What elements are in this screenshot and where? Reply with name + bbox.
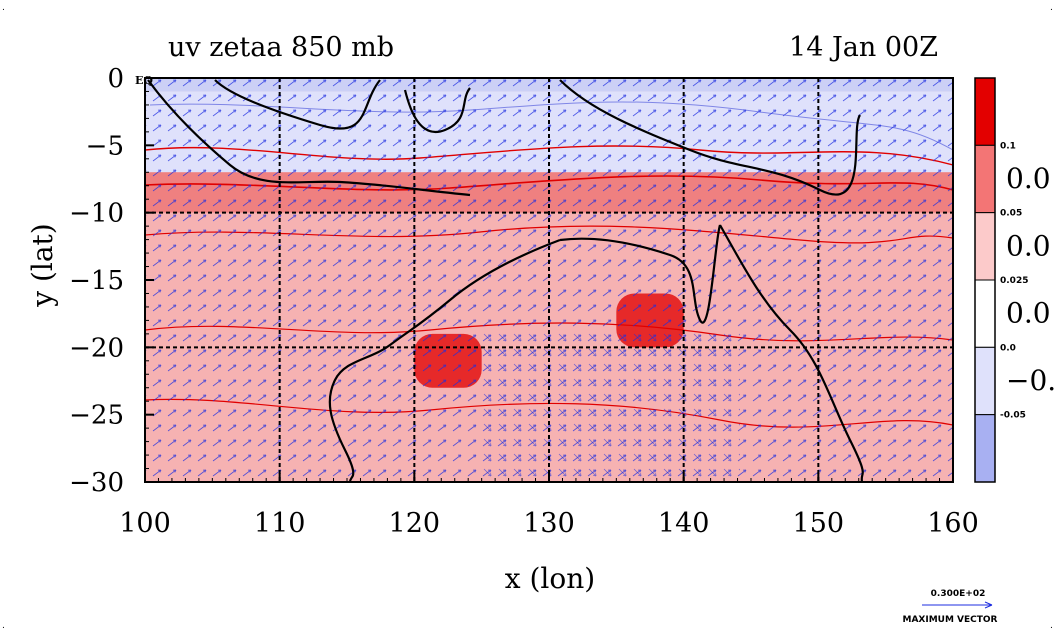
y-axis: 0 −5 −10 −15 −20 −25 −30 xyxy=(69,64,154,498)
colorbar-segment xyxy=(974,77,996,146)
colorbar-large-label: 0.0 xyxy=(1006,229,1051,262)
vector-legend: 0.300E+02 MAXIMUM VECTOR xyxy=(902,589,997,625)
x-tick-label: 150 xyxy=(793,508,845,539)
colorbar-small-label: -0.05 xyxy=(1000,411,1026,421)
colorbar-small-label: 0.0 xyxy=(1000,343,1016,353)
vector-legend-value: 0.300E+02 xyxy=(931,589,986,599)
y-tick-label: −25 xyxy=(69,401,124,431)
colorbar-segment xyxy=(974,144,996,214)
colorbar-segment xyxy=(974,212,996,281)
colorbar-large-label: 0.0 xyxy=(1006,297,1051,330)
colorbar-small-label: 0.05 xyxy=(1000,209,1022,219)
y-axis-label: y (lat) xyxy=(26,223,59,307)
x-tick-label: 160 xyxy=(927,508,979,539)
corner-mark-br: . xyxy=(1050,621,1053,631)
colorbar-segment xyxy=(974,346,996,416)
y-tick-label: −20 xyxy=(69,333,124,363)
corner-mark-bl: . xyxy=(2,621,5,631)
x-tick-label: 130 xyxy=(523,508,575,539)
wind-vectors-south xyxy=(480,330,740,482)
corner-mark-tr: . xyxy=(1050,3,1053,13)
y-tick-label: −15 xyxy=(69,266,124,296)
colorbar-segment xyxy=(974,279,996,348)
x-axis-label: x (lon) xyxy=(505,562,595,595)
colorbar-large-label: 0.0 xyxy=(1006,162,1051,195)
colorbar: 0.1 0.05 0.025 0.0 -0.05 0.0 0.0 0.0 −0. xyxy=(974,77,1056,483)
x-tick-label: 140 xyxy=(658,508,710,539)
colorbar-small-label: 0.025 xyxy=(1000,276,1028,286)
x-axis: 100 110 120 130 140 150 160 xyxy=(119,473,979,539)
x-tick-label: 100 xyxy=(119,508,171,539)
colorbar-small-label: 0.1 xyxy=(1000,141,1016,151)
chart-title-left: uv zetaa 850 mb xyxy=(168,32,394,63)
y-tick-label: −30 xyxy=(69,468,124,498)
chart-title-right: 14 Jan 00Z xyxy=(789,32,938,63)
vector-legend-caption: MAXIMUM VECTOR xyxy=(902,615,997,625)
colorbar-large-label: −0. xyxy=(1006,364,1056,397)
equator-label: EQ xyxy=(135,74,153,87)
coastlines xyxy=(147,79,864,482)
colorbar-segment xyxy=(974,414,996,483)
x-tick-label: 120 xyxy=(389,508,441,539)
y-tick-label: 0 xyxy=(107,64,124,94)
y-tick-label: −5 xyxy=(86,131,124,161)
y-tick-label: −10 xyxy=(69,199,124,229)
colorbar-frame xyxy=(974,77,996,483)
x-tick-label: 110 xyxy=(254,508,306,539)
grid-lines xyxy=(145,78,953,482)
corner-mark-tl: . xyxy=(2,3,5,13)
